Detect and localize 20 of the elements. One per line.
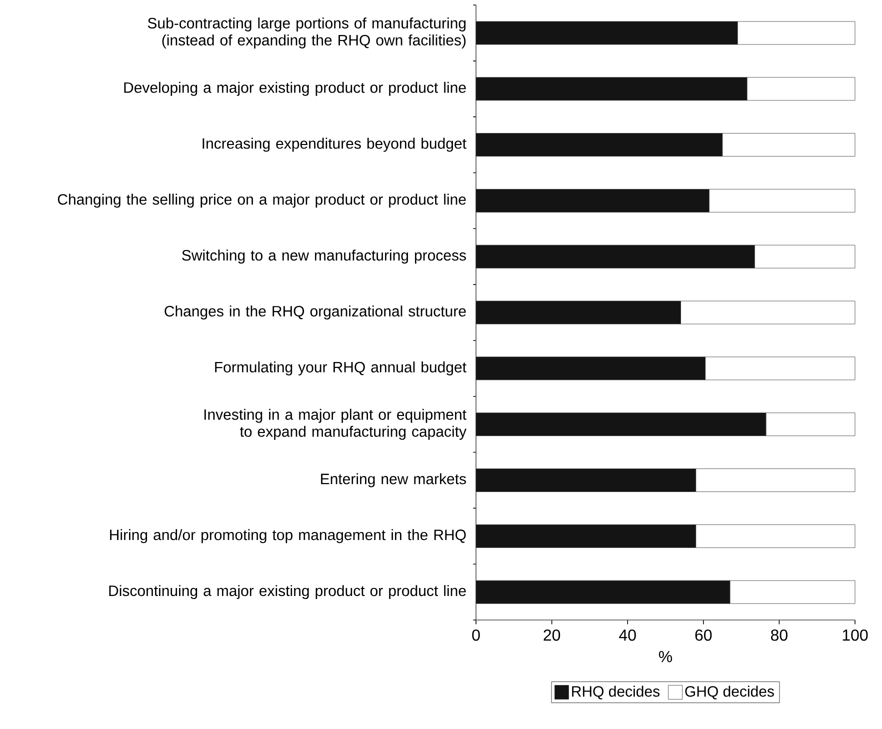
y-tick-label: Sub-contracting large portions of manufacturing (instead of expanding the RHQ own facilities): [148, 17, 466, 48]
x-tick-label: 60: [695, 629, 712, 641]
x-tick-label: 80: [771, 629, 788, 641]
y-tick-label: Discontinuing a major existing product or product line: [109, 585, 466, 600]
y-tick-label: Increasing expenditures beyond budget: [202, 138, 466, 152]
x-tick-label: 100: [842, 629, 868, 641]
y-tick-label: Changes in the RHQ organizational structure: [164, 306, 466, 320]
y-tick-label: Entering new markets: [321, 473, 466, 488]
x-tick-label: 20: [544, 629, 560, 641]
x-tick-label: 40: [619, 629, 636, 641]
legend-label: RHQ decides: [572, 686, 660, 700]
y-tick-label: Formulating your RHQ annual budget: [215, 361, 466, 376]
y-tick-label: Investing in a major plant or equipment to expand manufacturing capacity: [204, 408, 466, 440]
y-tick-label: Hiring and/or promoting top management in the RHQ: [110, 529, 466, 544]
y-tick-label: Switching to a new manufacturing process: [182, 250, 466, 264]
legend-label: GHQ decides: [685, 686, 774, 700]
x-axis-title: %: [658, 650, 672, 662]
y-tick-label: Changing the selling price on a major product or product line: [58, 194, 466, 208]
x-tick-label: 0: [472, 629, 480, 641]
y-tick-label: Developing a major existing product or product line: [124, 82, 466, 96]
